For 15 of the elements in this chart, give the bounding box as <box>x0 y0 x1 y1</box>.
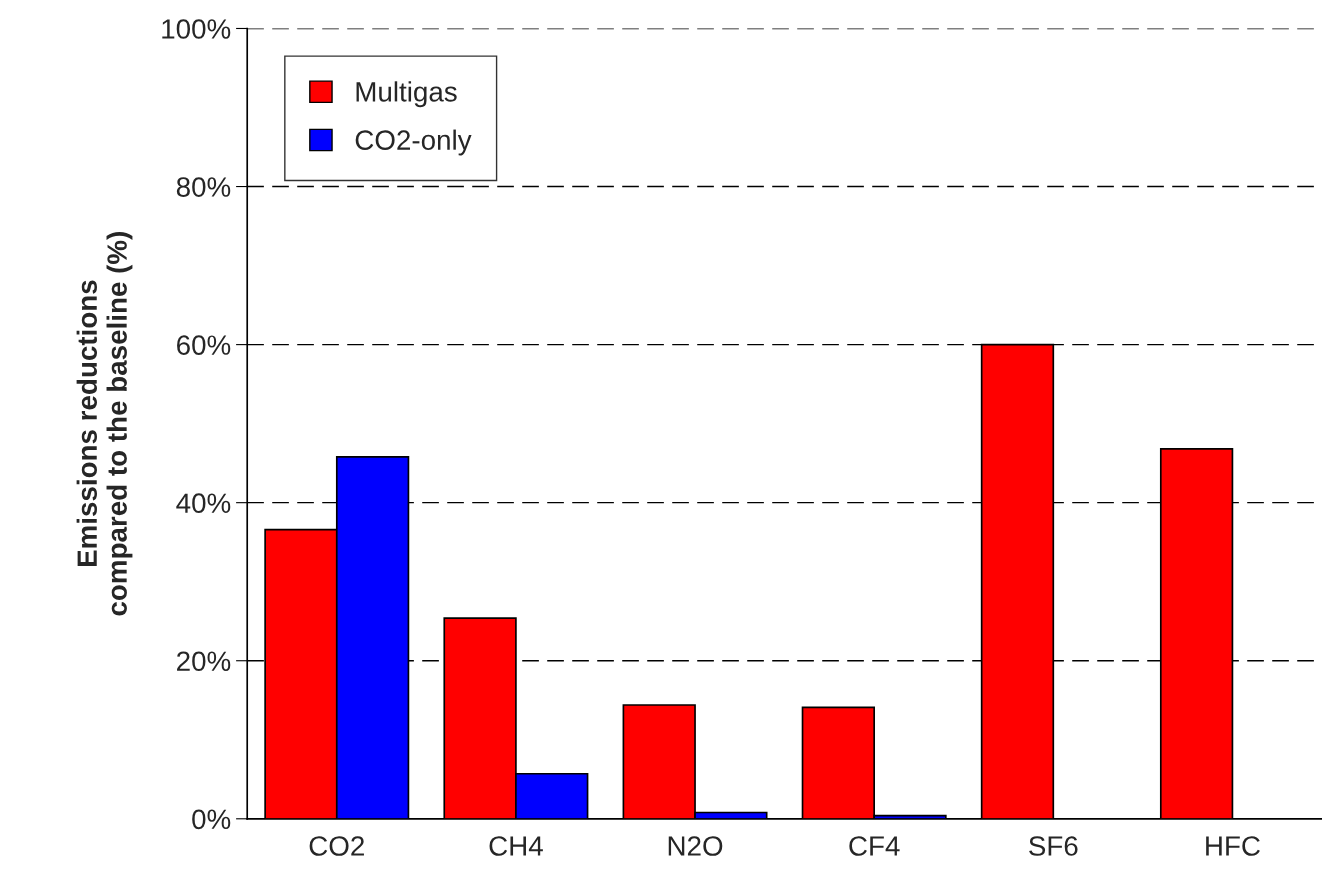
y-tick-label: 80% <box>176 177 231 197</box>
y-tick-label: 0% <box>192 809 231 830</box>
x-tick-label: SF6 <box>1029 836 1078 856</box>
y-tick-label: 100% <box>162 19 231 39</box>
x-tick-label: N2O <box>668 836 723 856</box>
x-tick-label: CF4 <box>849 836 900 856</box>
legend-label: CO2-only <box>355 129 472 156</box>
x-tick-label: CO2 <box>309 836 364 856</box>
y-tick-label: 60% <box>177 335 231 355</box>
legend-label: Multigas <box>356 81 457 108</box>
y-tick-label: 20% <box>177 651 231 672</box>
y-axis-title: Emissions reductions compared to the baseline (%) <box>76 232 133 616</box>
x-tick-label: HFC <box>1206 836 1260 856</box>
y-tick-label: 40% <box>176 493 231 514</box>
x-tick-label: CH4 <box>489 836 543 856</box>
